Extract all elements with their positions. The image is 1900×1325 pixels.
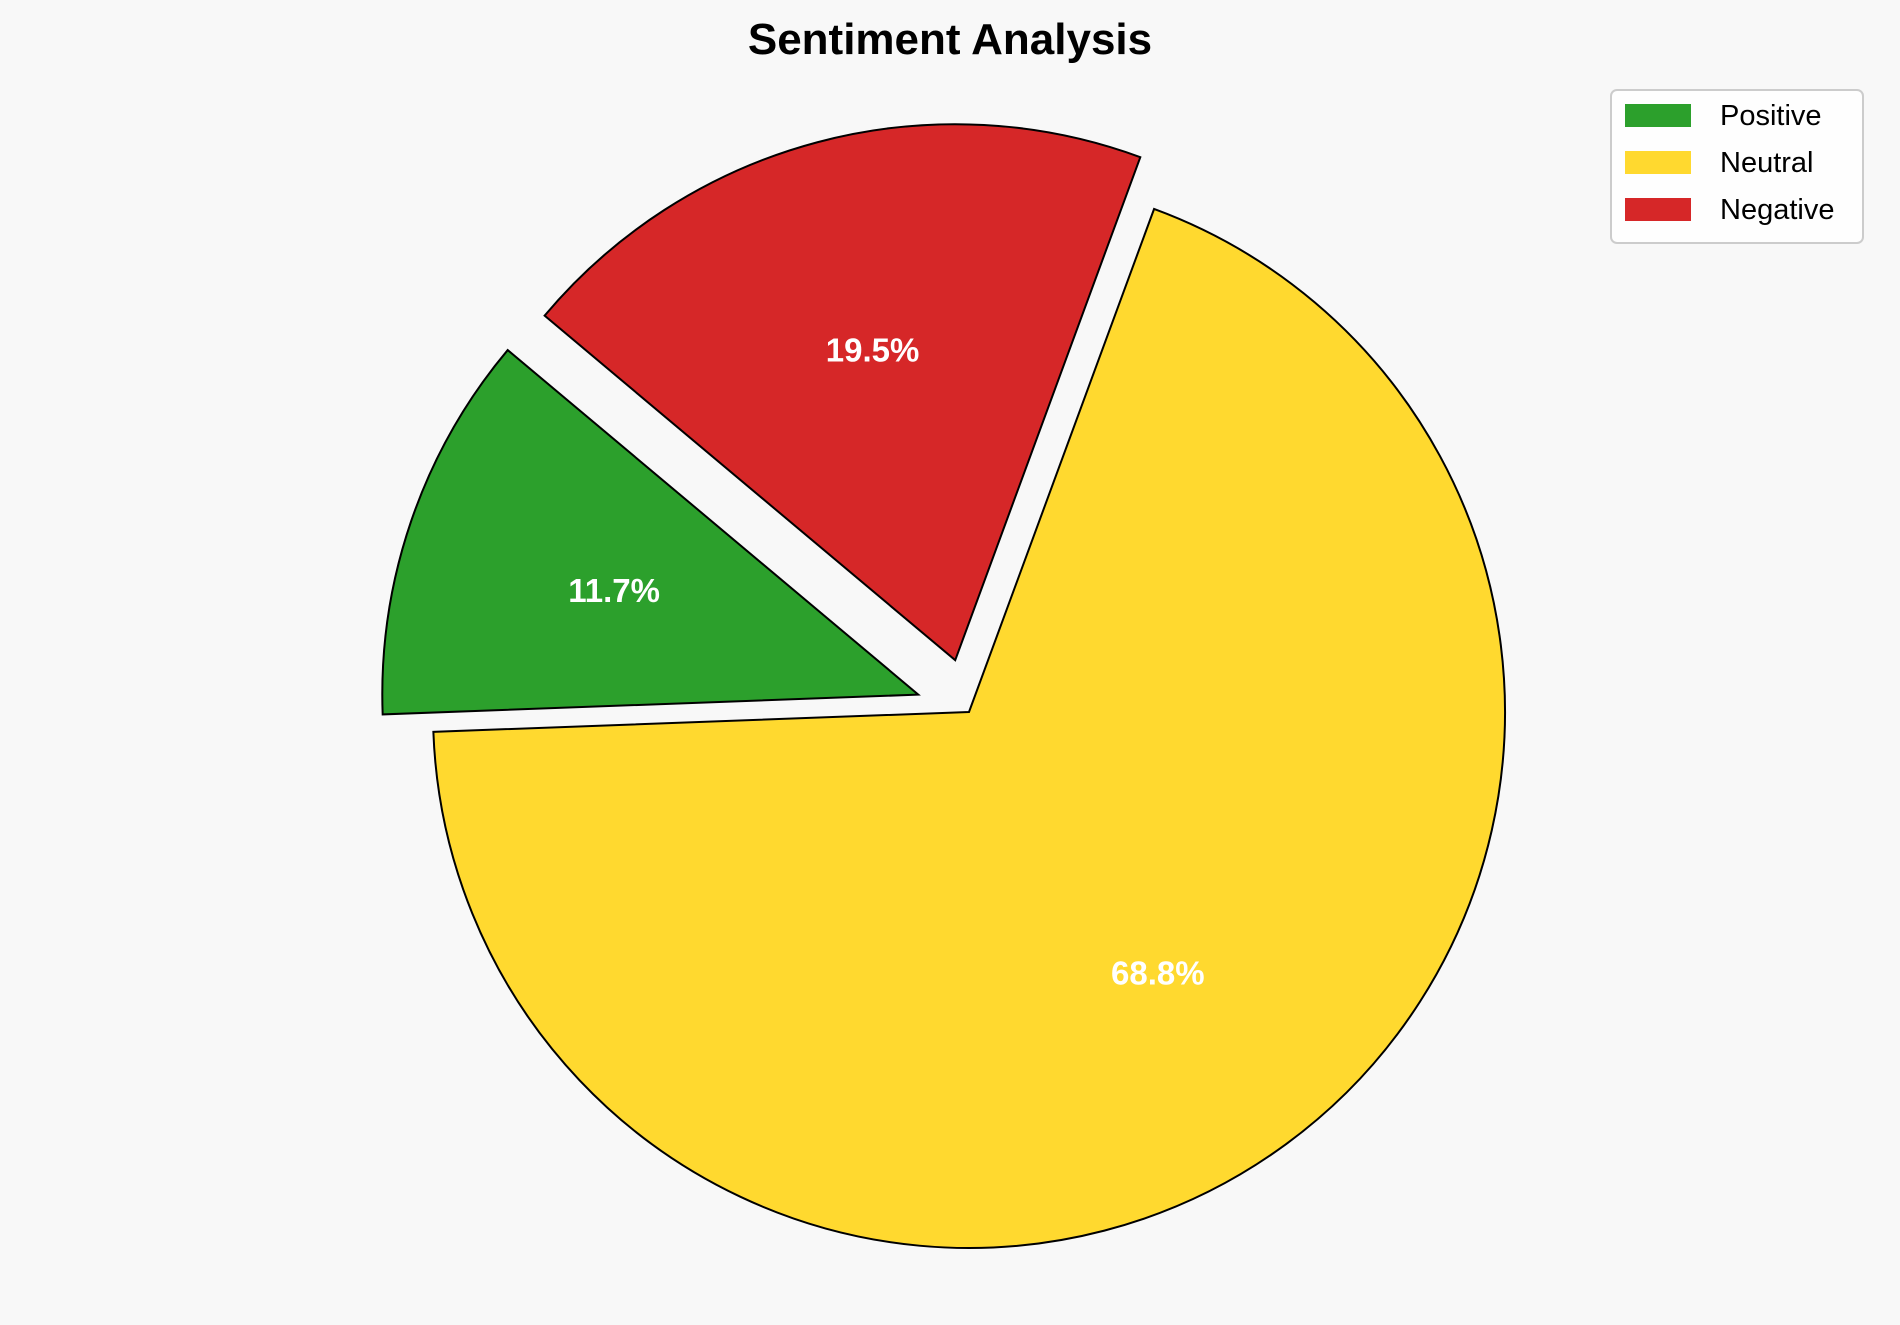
legend-label-neutral: Neutral — [1720, 147, 1814, 179]
pie-slice-negative — [543, 123, 1142, 662]
slice-label-neutral: 68.8% — [1111, 954, 1205, 991]
legend-label-positive: Positive — [1720, 100, 1822, 132]
chart-title: Sentiment Analysis — [748, 15, 1152, 64]
legend-swatch-positive — [1625, 104, 1691, 127]
legend-label-negative: Negative — [1720, 194, 1834, 226]
pie-slice-neutral — [432, 207, 1506, 1249]
legend: Positive Neutral Negative — [1610, 89, 1864, 244]
slice-label-negative: 19.5% — [826, 331, 920, 368]
legend-swatch-neutral — [1625, 151, 1691, 174]
slice-label-positive: 11.7% — [568, 572, 660, 609]
legend-swatch-negative — [1625, 198, 1691, 221]
pie-slice-positive — [381, 348, 921, 716]
